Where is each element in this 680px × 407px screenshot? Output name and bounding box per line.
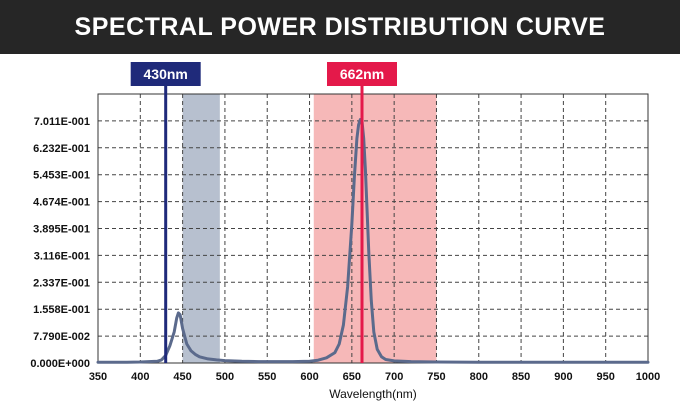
y-tick-label: 4.674E-001: [33, 197, 90, 209]
x-tick-label: 850: [512, 371, 530, 383]
x-tick-label: 350: [89, 371, 107, 383]
spectrum-curve: [96, 118, 650, 364]
x-tick-label: 1000: [636, 371, 660, 383]
peak-marker-box-1: [327, 62, 397, 86]
y-tick-label: 7.790E-002: [33, 331, 90, 343]
peak-marker-label-1: 662nm: [340, 66, 384, 82]
x-tick-label: 550: [258, 371, 276, 383]
x-tick-label: 500: [216, 371, 234, 383]
x-axis-label: Wavelength(nm): [329, 387, 417, 401]
x-tick-label: 700: [385, 371, 403, 383]
y-tick-label: 0.000E+000: [30, 358, 90, 370]
x-tick-label: 900: [554, 371, 572, 383]
peak-marker-label-0: 430nm: [144, 66, 188, 82]
y-tick-label: 3.116E-001: [34, 250, 90, 262]
x-tick-label: 400: [131, 371, 149, 383]
x-tick-label: 600: [300, 371, 318, 383]
chart-title: SPECTRAL POWER DISTRIBUTION CURVE: [74, 12, 606, 41]
plot-frame: [97, 93, 649, 364]
y-tick-label: 5.453E-001: [33, 170, 90, 182]
peak-marker-box-0: [130, 62, 201, 86]
y-tick-label: 1.558E-001: [33, 304, 90, 316]
x-tick-label: 800: [470, 371, 488, 383]
x-tick-label: 450: [173, 371, 191, 383]
x-tick-label: 950: [597, 371, 615, 383]
y-tick-label: 6.232E-001: [33, 143, 90, 155]
chart-title-bar: SPECTRAL POWER DISTRIBUTION CURVE: [0, 0, 680, 54]
y-tick-label: 2.337E-001: [33, 277, 90, 289]
y-tick-label: 7.011E-001: [34, 116, 90, 128]
highlight-band-0: [182, 94, 220, 363]
x-tick-label: 750: [427, 371, 445, 383]
x-tick-label: 650: [343, 371, 361, 383]
y-tick-label: 3.895E-001: [33, 224, 90, 236]
